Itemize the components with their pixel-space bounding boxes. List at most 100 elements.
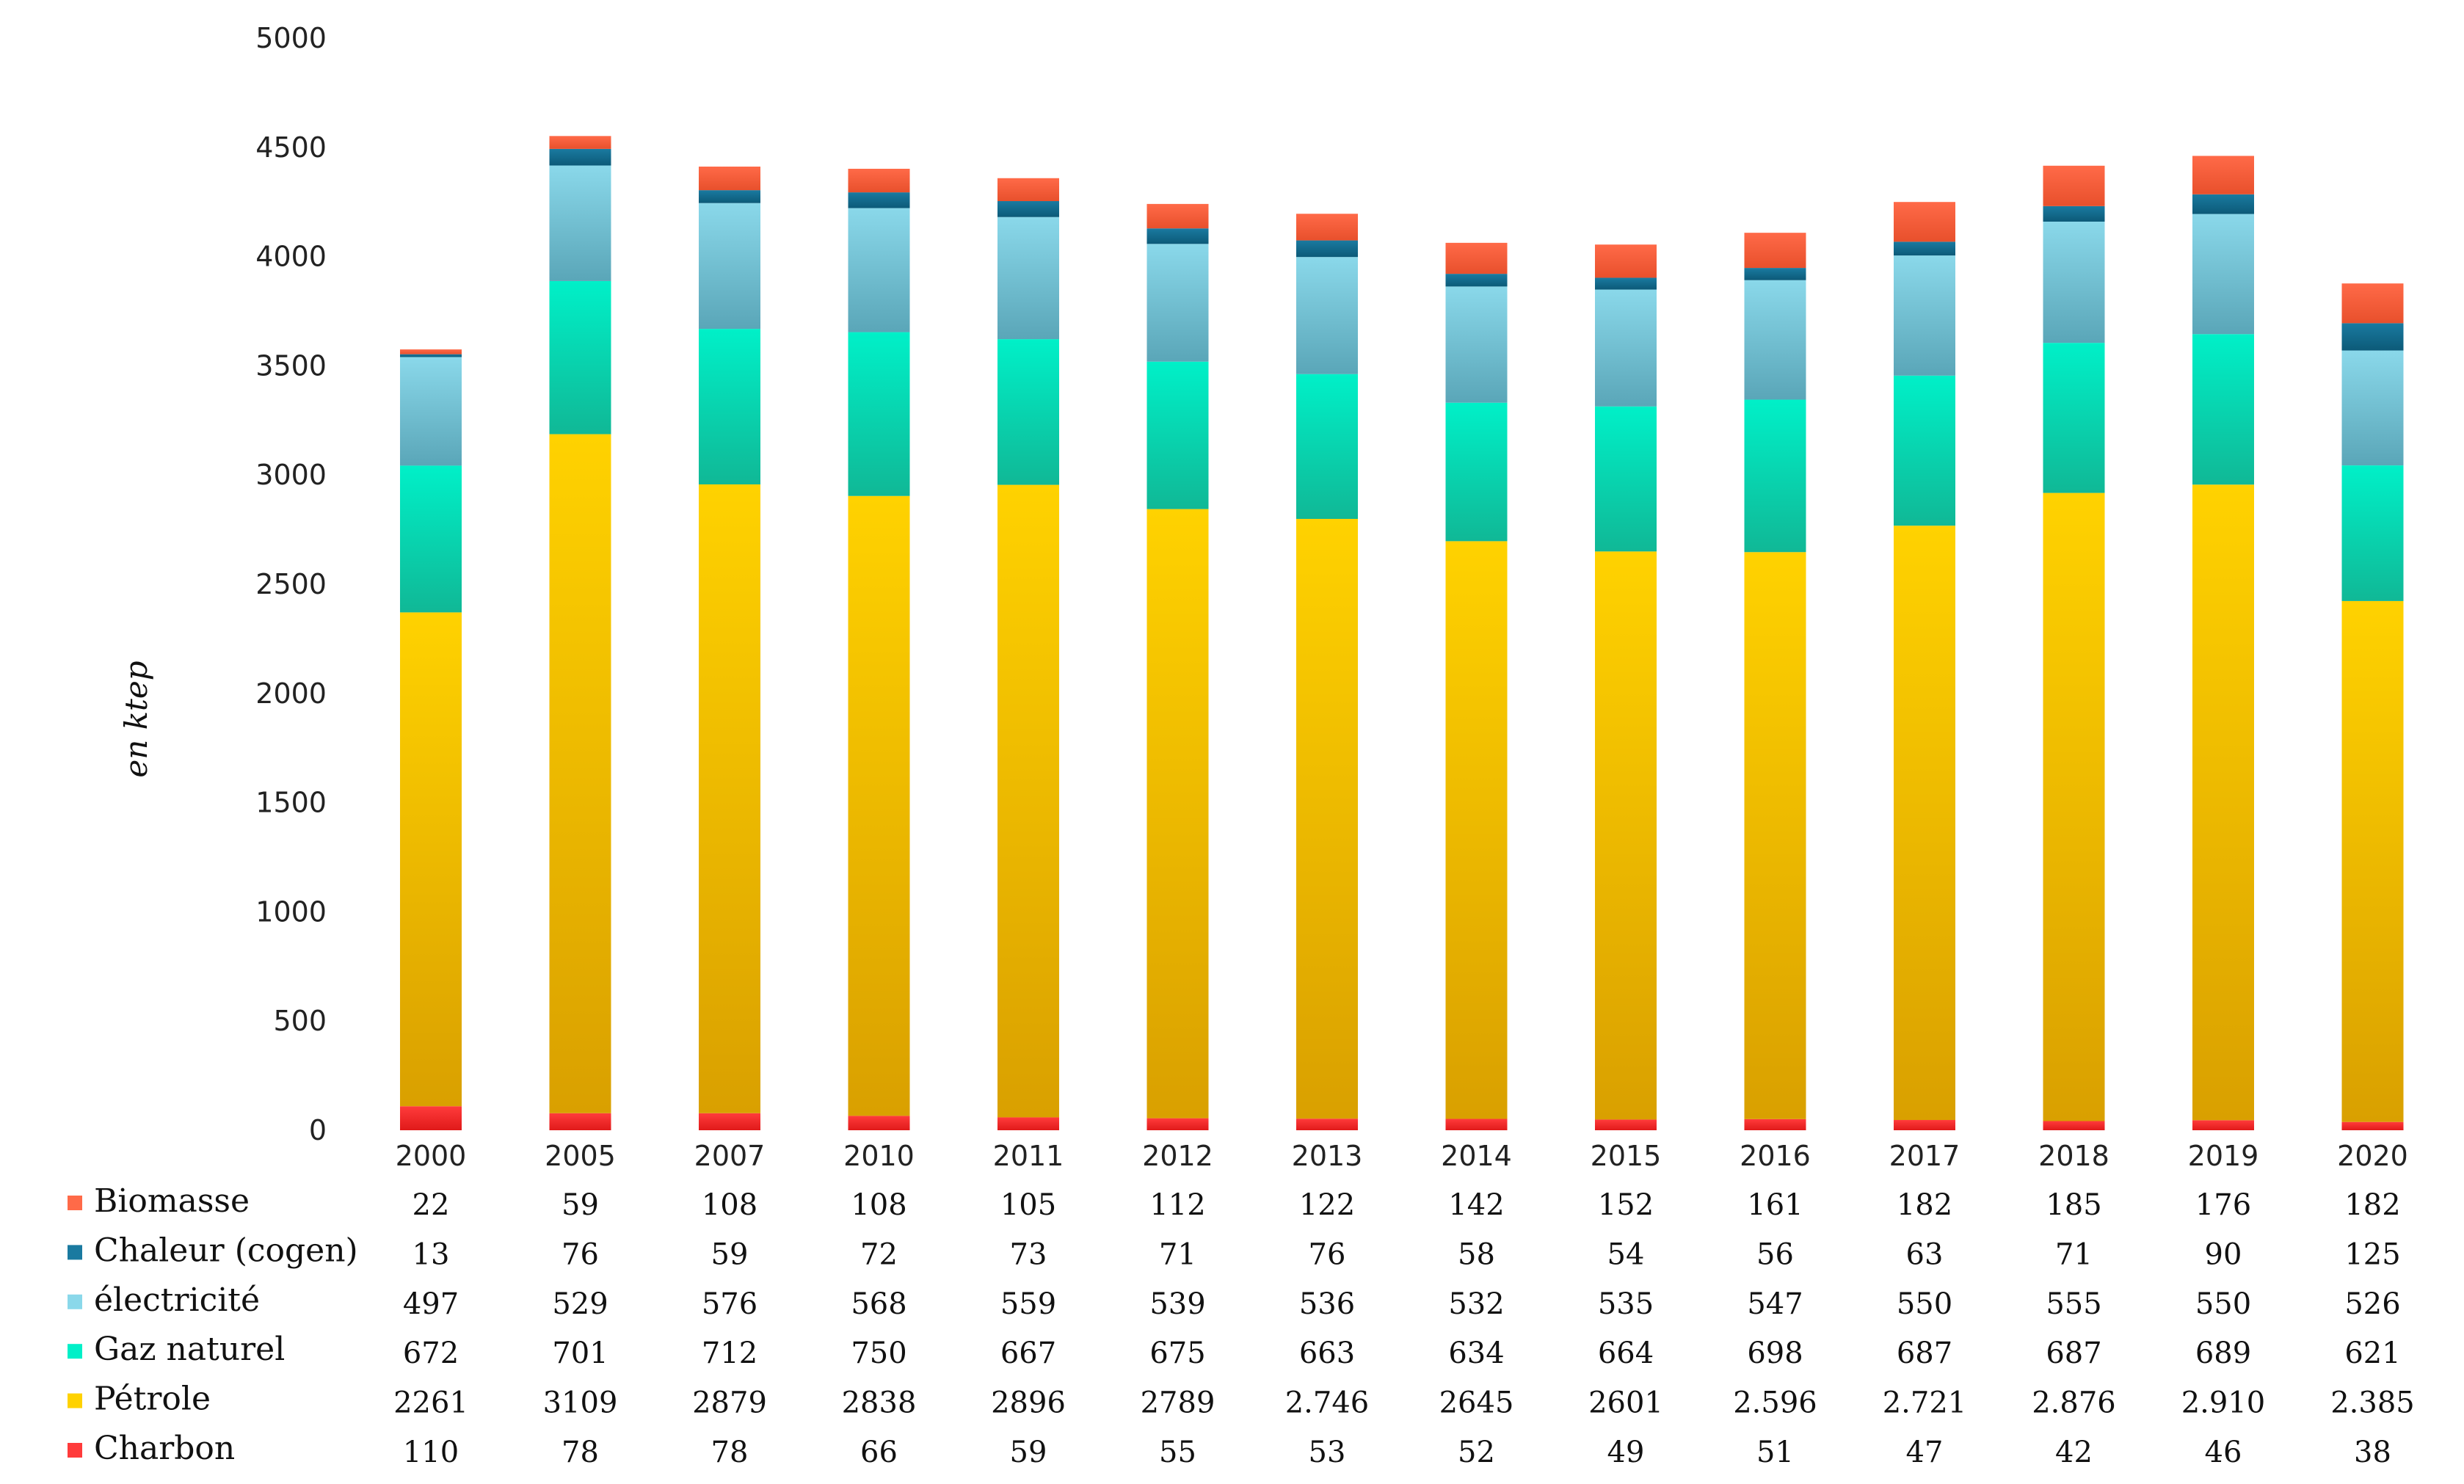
- bar-segment: [2341, 600, 2404, 1122]
- data-label: 568: [851, 1287, 906, 1321]
- data-label: 2838: [842, 1386, 917, 1420]
- bar-segment: [1894, 255, 1955, 376]
- data-label: 663: [1299, 1336, 1355, 1370]
- x-tick-label: 2007: [694, 1140, 766, 1172]
- bar-segment: [1296, 240, 1358, 258]
- x-tick-label: 2014: [1441, 1140, 1512, 1172]
- bar-segment: [997, 217, 1059, 340]
- bar-segment: [1445, 274, 1508, 287]
- bar-segment: [2192, 214, 2254, 335]
- data-label: 59: [1010, 1436, 1047, 1469]
- bar-segment: [1894, 241, 1955, 256]
- bar-segment: [2043, 205, 2105, 222]
- bar-segment: [2043, 221, 2105, 343]
- legend-swatch: [68, 1443, 82, 1458]
- bar-segment: [2192, 484, 2254, 1121]
- y-tick-label: 3000: [255, 459, 327, 491]
- data-label: 2896: [991, 1386, 1066, 1420]
- bar-segment: [1445, 1119, 1508, 1130]
- x-tick-label: 2012: [1142, 1140, 1213, 1172]
- data-label: 547: [1747, 1287, 1803, 1321]
- bar-segment: [848, 208, 910, 332]
- data-label: 712: [702, 1336, 757, 1370]
- data-label: 689: [2195, 1336, 2251, 1370]
- bar-segment: [400, 1106, 462, 1130]
- data-label: 71: [2055, 1237, 2093, 1271]
- data-label: 539: [1149, 1287, 1205, 1321]
- data-label: 536: [1299, 1287, 1355, 1321]
- y-tick-label: 1500: [255, 787, 327, 819]
- data-label: 2601: [1588, 1386, 1663, 1420]
- bar-segment: [1595, 1119, 1657, 1130]
- x-tick-label: 2019: [2188, 1140, 2259, 1172]
- bar-segment: [2192, 334, 2254, 485]
- bar-segment: [1146, 1118, 1209, 1130]
- bar-segment: [699, 190, 760, 203]
- x-tick-label: 2005: [545, 1140, 616, 1172]
- y-tick-label: 4500: [255, 131, 327, 164]
- data-label: 687: [1897, 1336, 1952, 1370]
- data-label: 550: [1897, 1287, 1952, 1321]
- x-tick-label: 2018: [2038, 1140, 2109, 1172]
- bar-segment: [848, 192, 910, 208]
- x-tick-label: 2017: [1889, 1140, 1960, 1172]
- data-label: 576: [702, 1287, 757, 1321]
- y-tick-label: 4000: [255, 241, 327, 273]
- bar-segment: [2043, 492, 2105, 1121]
- legend-label: Charbon: [94, 1430, 235, 1467]
- x-tick-label: 2015: [1591, 1140, 1662, 1172]
- data-label: 142: [1448, 1188, 1504, 1222]
- bar-segment: [2341, 323, 2404, 351]
- bar-segment: [1146, 361, 1209, 509]
- bar-segment: [1744, 268, 1806, 280]
- legend-label: électricité: [94, 1281, 260, 1319]
- bar-segment: [1595, 277, 1657, 290]
- data-label: 59: [562, 1188, 599, 1222]
- data-label: 667: [1000, 1336, 1056, 1370]
- data-label: 497: [403, 1287, 459, 1321]
- bar-segment: [997, 201, 1059, 217]
- data-label: 46: [2205, 1436, 2242, 1469]
- x-tick-label: 2020: [2337, 1140, 2408, 1172]
- bar-segment: [1744, 233, 1806, 269]
- bar-segment: [2192, 1120, 2254, 1130]
- bars: [400, 136, 2404, 1130]
- bar-segment: [1146, 509, 1209, 1119]
- x-tick-label: 2013: [1292, 1140, 1363, 1172]
- data-label: 47: [1906, 1436, 1944, 1469]
- data-label: 535: [1598, 1287, 1654, 1321]
- data-label: 152: [1598, 1188, 1654, 1222]
- legend-label: Gaz naturel: [94, 1331, 285, 1368]
- bar-segment: [549, 1113, 611, 1130]
- bar-segment: [1595, 289, 1657, 407]
- bar-segment: [2043, 343, 2105, 493]
- data-label: 108: [851, 1188, 906, 1222]
- data-label: 2.746: [1285, 1386, 1370, 1420]
- data-label: 22: [413, 1188, 450, 1222]
- data-label: 63: [1906, 1237, 1944, 1271]
- bar-segment: [1744, 1119, 1806, 1130]
- data-label: 529: [552, 1287, 608, 1321]
- bar-segment: [1296, 519, 1358, 1119]
- data-label: 182: [1897, 1188, 1952, 1222]
- data-label: 73: [1010, 1237, 1047, 1271]
- bar-segment: [549, 148, 611, 166]
- data-label: 532: [1448, 1287, 1504, 1321]
- data-label: 71: [1159, 1237, 1196, 1271]
- data-label: 750: [851, 1336, 906, 1370]
- data-label: 176: [2195, 1188, 2251, 1222]
- data-label: 555: [2046, 1287, 2101, 1321]
- bar-segment: [699, 1113, 760, 1130]
- data-label: 125: [2344, 1237, 2400, 1271]
- data-label: 2.596: [1733, 1386, 1817, 1420]
- bar-segment: [1744, 280, 1806, 400]
- data-label: 38: [2354, 1436, 2391, 1469]
- data-label: 2789: [1141, 1386, 1215, 1420]
- data-label: 55: [1159, 1436, 1196, 1469]
- data-label: 182: [2344, 1188, 2400, 1222]
- bar-segment: [1894, 202, 1955, 242]
- bar-segment: [1296, 214, 1358, 241]
- data-label: 526: [2344, 1287, 2400, 1321]
- bar-segment: [2341, 283, 2404, 324]
